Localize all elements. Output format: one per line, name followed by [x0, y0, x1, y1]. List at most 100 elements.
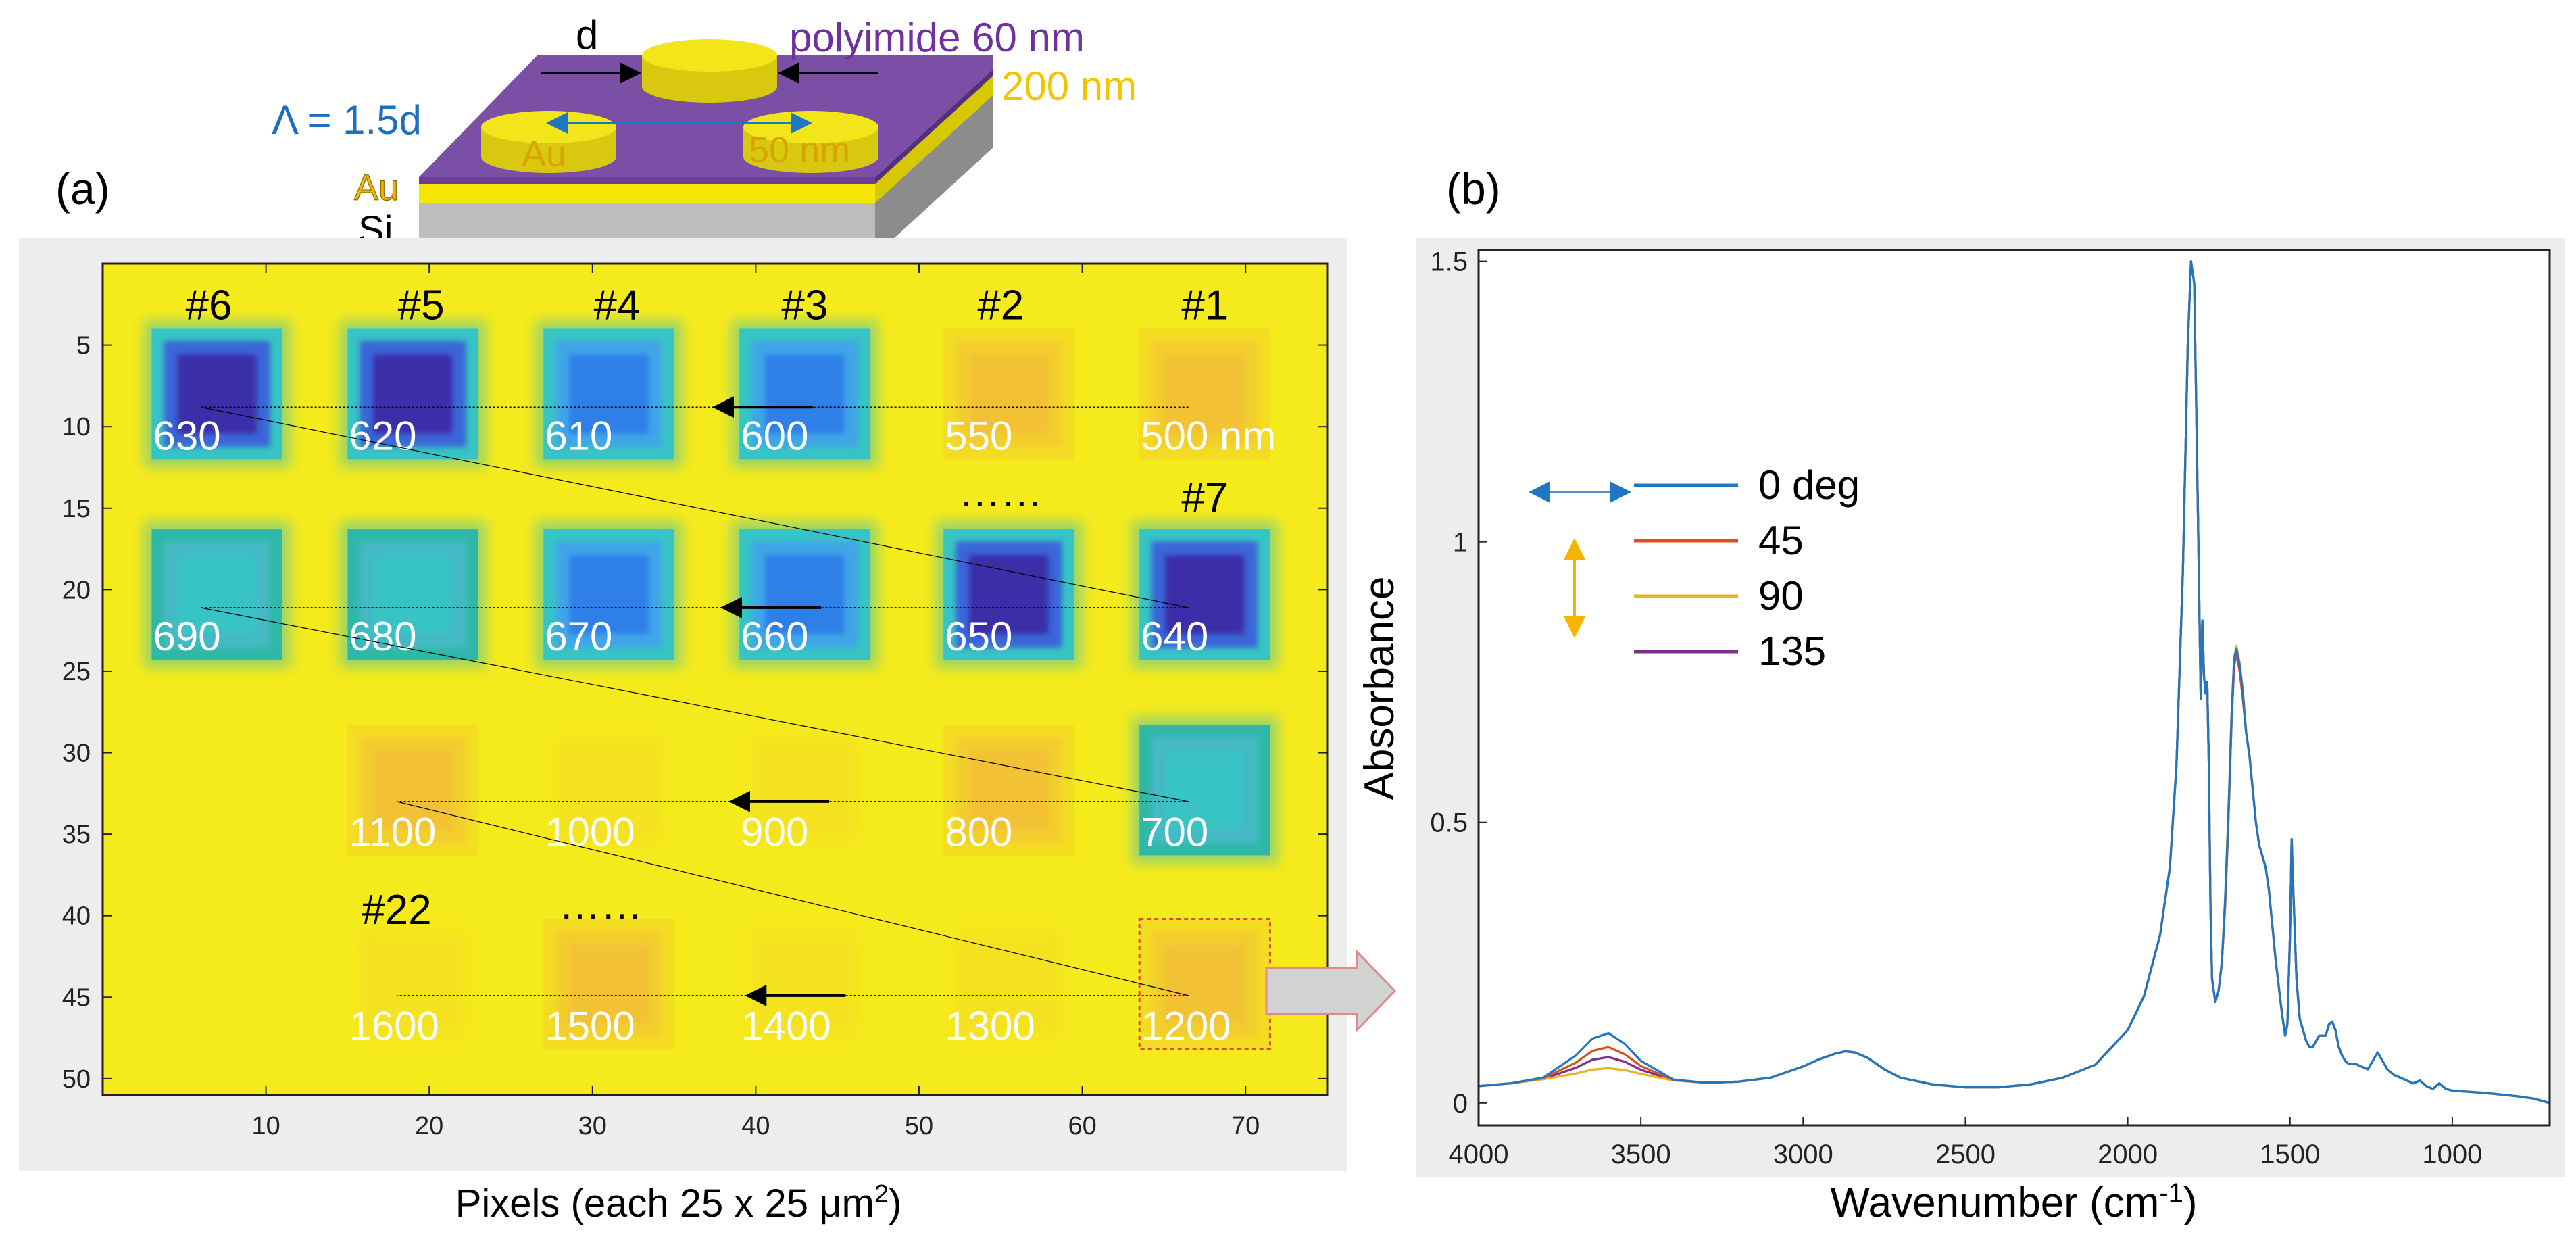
au-film-side: [875, 76, 993, 203]
sample-square: [731, 521, 878, 668]
scan-diagonal: [396, 801, 1189, 996]
y-tick-label: 1: [1453, 528, 1468, 558]
au-film-label: Au: [354, 168, 399, 208]
square-label: 1500: [545, 1003, 635, 1048]
square-label: 900: [741, 809, 808, 854]
sample-square: [753, 932, 857, 1036]
sample-square: [943, 725, 1074, 856]
sample-number-label: #3: [781, 282, 828, 328]
polyimide-label: polyimide 60 nm: [789, 15, 1085, 60]
square-label: 630: [153, 413, 220, 458]
spectrum-x-axis-label: Wavenumber (cm-1): [1830, 1178, 2197, 1226]
sample-square: [753, 738, 857, 842]
sample-number-label: #2: [977, 282, 1024, 328]
ellipsis-label: ……: [959, 469, 1043, 516]
x-tick-label: 30: [578, 1112, 607, 1140]
y-tick-label: 45: [62, 983, 91, 1012]
sample-square: [1139, 328, 1270, 460]
au-disk: [642, 39, 777, 103]
x-tick-label: 2000: [2098, 1140, 2158, 1169]
si-substrate-side: [875, 95, 993, 256]
legend-label: 90: [1758, 573, 1804, 618]
sample-number-label: #1: [1181, 282, 1228, 328]
x-tick-label: 1500: [2260, 1140, 2320, 1169]
x-tick-label: 40: [741, 1112, 770, 1140]
y-tick-label: 30: [62, 739, 91, 768]
gold-thickness-label: 200 nm: [1001, 64, 1137, 109]
sample-number-label: #4: [594, 282, 641, 328]
sample-square: [339, 521, 487, 668]
sample-square: [731, 320, 878, 468]
x-tick-label: 20: [415, 1112, 443, 1140]
sample-square: [1139, 919, 1270, 1050]
sample-square: [935, 521, 1083, 668]
legend: 0 deg 45 90 135: [1529, 462, 1860, 674]
legend-label: 45: [1758, 518, 1804, 563]
scan-diagonal: [200, 607, 1189, 802]
sample-square: [339, 320, 487, 468]
y-tick-label: 10: [62, 413, 91, 441]
sample-square: [347, 725, 478, 856]
spectrum-y-axis-label: Absorbance: [1356, 577, 1403, 800]
sample-square: [943, 328, 1074, 460]
x-tick-label: 3000: [1773, 1140, 1833, 1169]
spectrum-panel: 4000 3500 3000 2500 2000 1500 1000 0 0.5 1 1.5 0 d…: [1356, 238, 2565, 1226]
x-tick-label: 60: [1068, 1112, 1096, 1140]
au-film-front: [419, 184, 875, 203]
sample-square: [1131, 521, 1279, 668]
sample-square: [535, 521, 683, 668]
y-tick-label: 40: [62, 902, 91, 931]
heatmap-x-axis-label: Pixels (each 25 x 25 μm2): [455, 1180, 902, 1225]
square-label: 650: [945, 614, 1012, 659]
y-tick-label: 15: [62, 495, 91, 523]
spectrum-line: [1478, 260, 2550, 1104]
x-tick-label: 70: [1231, 1112, 1260, 1140]
x-tick-label: 3500: [1611, 1140, 1671, 1169]
sample-square: [143, 320, 291, 468]
square-label: 800: [945, 809, 1012, 854]
heatmap-panel: 10 20 30 40 50 60 70 5 10 15 20 25 30 35 40 45 50 500 nm…: [19, 238, 1347, 1225]
disk-height-label: 50 nm: [749, 130, 850, 170]
panel-b-label: (b): [1446, 164, 1501, 214]
x-tick-label: 50: [905, 1112, 933, 1140]
sample-square: [957, 932, 1061, 1036]
square-label: 610: [545, 413, 612, 458]
square-label: 620: [349, 413, 416, 458]
x-tick-label: 2500: [1935, 1140, 1996, 1169]
square-label: 1400: [741, 1003, 831, 1048]
sample-square: [543, 919, 674, 1050]
polyimide-side: [875, 69, 993, 184]
panel-a-label: (a): [55, 164, 110, 214]
y-tick-label: 0: [1453, 1089, 1468, 1119]
square-label: 690: [153, 614, 220, 659]
sample-schematic: d polyimide 60 nm 200 nm Λ = 1.5d Au 50 …: [272, 12, 1137, 256]
sample-square: [557, 738, 661, 842]
square-label: 550: [945, 413, 1012, 458]
sample-number-label: #5: [398, 282, 445, 328]
square-label: 680: [349, 614, 416, 659]
legend-label: 135: [1758, 629, 1826, 674]
y-tick-label: 20: [62, 576, 91, 604]
y-tick-label: 0.5: [1430, 808, 1468, 838]
y-tick-label: 5: [76, 332, 91, 360]
legend-label: 0 deg: [1758, 462, 1860, 508]
y-tick-label: 1.5: [1430, 247, 1468, 277]
sample-square: [535, 320, 683, 468]
square-label: 500 nm: [1141, 413, 1276, 458]
au-disk-label: Au: [522, 134, 566, 174]
sample-square: [1131, 716, 1279, 864]
polyimide-front: [419, 177, 875, 184]
connector-arrow: [1265, 949, 1397, 1033]
heatmap-border: [101, 262, 1329, 1096]
sample-number-label: #7: [1181, 474, 1228, 521]
x-tick-label: 4000: [1449, 1140, 1509, 1169]
d-label: d: [576, 12, 598, 57]
sample-number-label: #22: [362, 887, 431, 933]
period-label: Λ = 1.5d: [272, 97, 422, 143]
scan-diagonal: [200, 406, 1189, 608]
spectrum-border: [1477, 249, 2551, 1127]
y-tick-label: 50: [62, 1065, 91, 1094]
y-tick-label: 35: [62, 821, 91, 849]
sample-square: [143, 521, 291, 668]
